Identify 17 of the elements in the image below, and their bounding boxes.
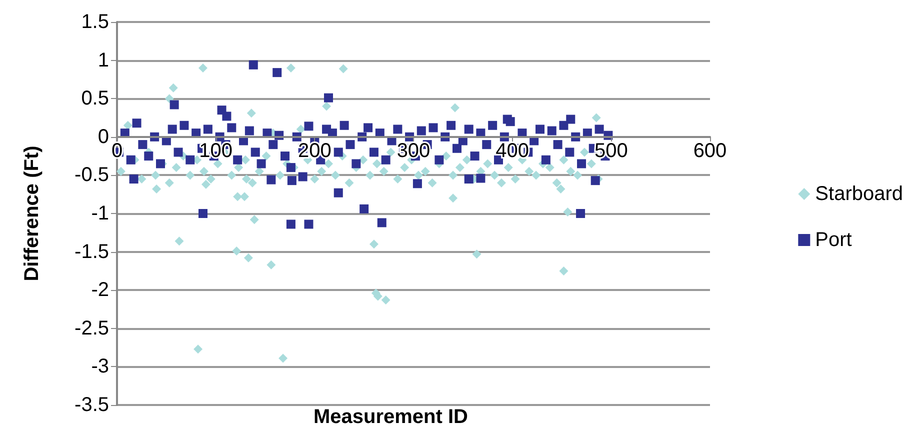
legend-label: Starboard [815,183,904,205]
y-tick-label: -2 [91,279,109,302]
y-axis-title: Difference (Ft) [21,146,43,282]
x-axis-title: Measurement ID [314,406,468,428]
y-tick-label: 0.5 [81,88,109,110]
legend-label: Port [815,229,852,251]
y-tick-label: 0 [98,126,109,148]
y-tick-label: -1.5 [74,240,109,263]
y-tick-label: 1.5 [81,11,109,33]
x-tick-label: 200 [298,140,332,162]
y-tick-label: -0.5 [74,164,109,186]
y-tick-label: 1 [98,49,109,72]
y-tick-label: -2.5 [74,317,109,340]
y-tick-label: -1 [91,202,109,224]
x-tick-label: 600 [693,140,727,162]
y-tick-label: -3.5 [74,394,109,416]
y-tick-label: -3 [91,356,109,378]
